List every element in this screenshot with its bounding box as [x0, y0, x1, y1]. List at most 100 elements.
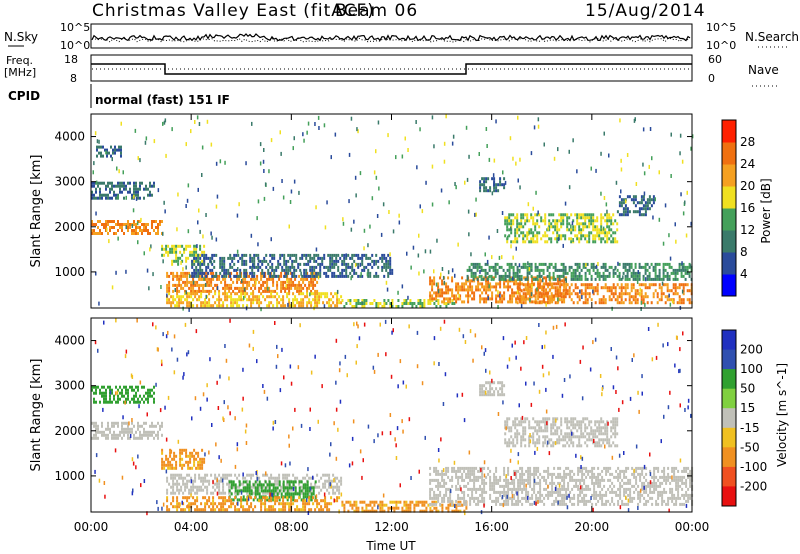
range-cell — [576, 213, 579, 217]
range-cell — [176, 271, 179, 275]
range-cell — [114, 145, 116, 149]
range-cell — [178, 280, 181, 284]
range-cell — [489, 282, 492, 286]
range-cell — [203, 259, 206, 263]
range-cell — [433, 466, 436, 470]
range-cell — [652, 268, 655, 272]
range-cell — [626, 153, 629, 157]
range-cell — [377, 265, 380, 269]
range-cell — [487, 294, 490, 298]
range-cell — [626, 195, 629, 199]
range-cell — [610, 292, 613, 296]
range-cell — [343, 274, 346, 278]
range-cell — [166, 479, 169, 483]
range-cell — [361, 262, 364, 266]
range-cell — [681, 265, 684, 270]
range-cell — [403, 299, 406, 302]
range-cell — [636, 280, 639, 284]
range-cell — [203, 457, 206, 461]
range-cell — [435, 299, 438, 302]
range-cell — [630, 286, 633, 290]
range-cell — [540, 286, 543, 290]
range-cell — [457, 487, 460, 491]
range-cell — [521, 475, 524, 479]
range-cell — [628, 268, 631, 272]
range-cell — [639, 292, 641, 297]
range-cell — [480, 277, 483, 281]
range-cell — [335, 259, 338, 263]
range-cell — [107, 427, 109, 431]
range-cell — [433, 269, 435, 274]
range-cell — [548, 298, 551, 302]
range-cell — [244, 292, 247, 296]
range-cell — [236, 304, 239, 308]
range-cell — [193, 262, 196, 266]
range-cell — [294, 489, 297, 493]
range-cell — [181, 259, 184, 263]
range-cell — [654, 268, 657, 272]
range-cell — [252, 298, 255, 302]
range-cell — [96, 154, 98, 158]
range-cell — [169, 454, 172, 458]
range-cell — [192, 496, 195, 500]
range-cell — [568, 185, 571, 190]
range-cell — [507, 282, 510, 286]
range-cell — [439, 493, 442, 497]
range-cell — [503, 282, 506, 286]
range-cell — [147, 223, 149, 226]
range-cell — [648, 195, 651, 199]
range-cell — [479, 493, 482, 497]
range-cell — [684, 283, 687, 287]
range-cell — [389, 256, 392, 260]
range-cell — [565, 278, 567, 283]
range-cell — [183, 247, 186, 251]
range-cell — [447, 270, 450, 275]
range-cell — [576, 169, 578, 174]
range-cell — [292, 480, 295, 484]
range-cell — [367, 268, 370, 272]
range-cell — [668, 298, 671, 302]
range-cell — [195, 250, 198, 254]
range-cell — [337, 268, 340, 272]
range-cell — [654, 265, 657, 269]
range-cell — [451, 302, 454, 305]
range-cell — [243, 262, 246, 266]
range-cell — [678, 283, 681, 287]
range-cell — [479, 288, 482, 292]
range-cell — [620, 298, 623, 302]
range-cell — [614, 266, 616, 271]
range-cell — [224, 508, 227, 512]
range-cell — [484, 274, 487, 278]
range-cell — [437, 481, 440, 485]
range-cell — [369, 274, 372, 278]
range-cell — [423, 305, 426, 308]
range-cell — [676, 286, 679, 290]
range-cell — [309, 292, 311, 297]
range-cell — [318, 292, 321, 296]
range-cell — [550, 292, 553, 296]
range-cell — [182, 496, 185, 500]
range-cell — [441, 499, 444, 503]
range-cell — [147, 229, 149, 232]
range-cell — [527, 499, 530, 503]
range-cell — [266, 304, 269, 308]
range-cell — [105, 184, 107, 188]
range-cell — [539, 490, 542, 494]
range-cell — [230, 505, 233, 509]
range-cell — [342, 217, 344, 222]
range-cell — [499, 300, 502, 304]
range-cell — [312, 492, 315, 496]
range-cell — [418, 233, 420, 238]
range-cell — [190, 488, 193, 492]
range-cell — [465, 282, 468, 286]
range-cell — [654, 283, 657, 287]
range-cell — [296, 476, 299, 480]
range-cell — [127, 223, 129, 226]
range-cell — [252, 263, 254, 268]
range-cell — [644, 265, 647, 269]
range-cell — [198, 286, 201, 290]
range-cell — [413, 509, 416, 513]
range-cell — [143, 226, 145, 229]
range-cell — [525, 493, 528, 497]
range-cell — [117, 223, 119, 226]
